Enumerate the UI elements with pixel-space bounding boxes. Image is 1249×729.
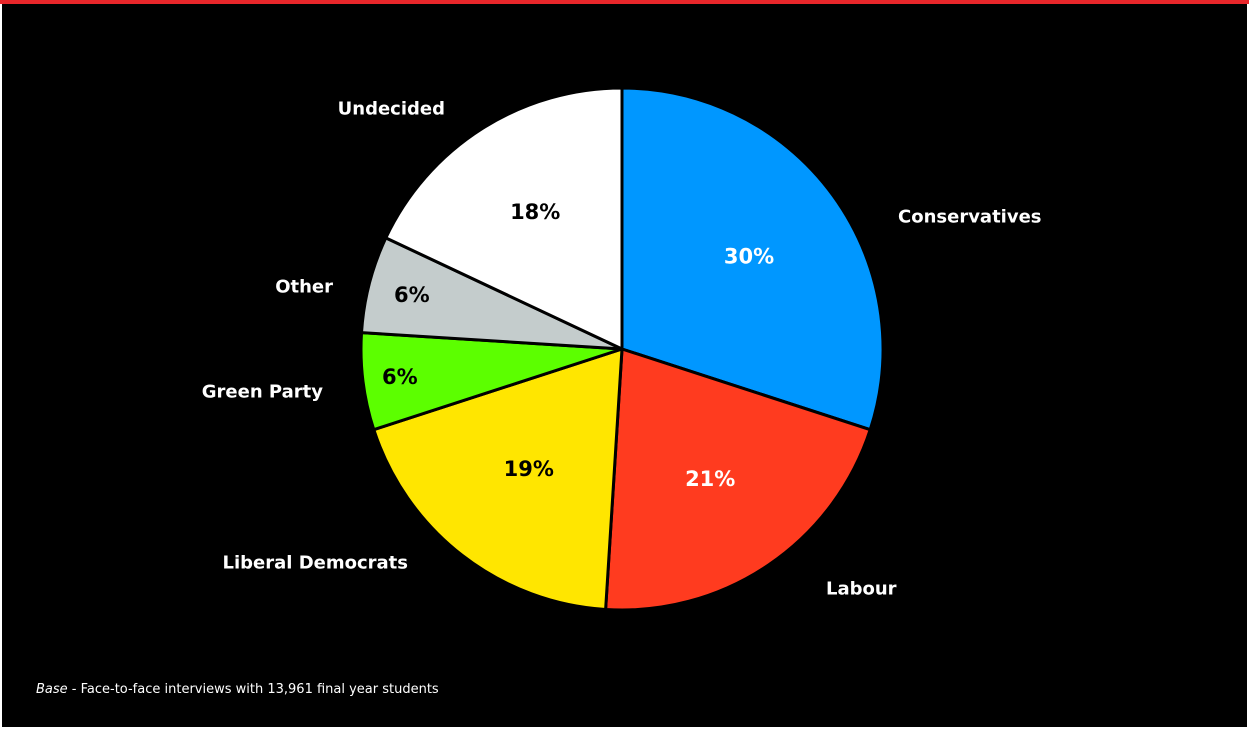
category-labels: Conservatives Labour Liberal Democrats Gree… [202,99,1042,600]
category-label-conservatives: Conservatives [898,207,1042,228]
percent-label-conservatives: 30% [724,245,774,269]
category-label-other: Other [275,277,333,298]
base-footnote-prefix: Base [36,682,68,697]
percent-labels: 30% 21% 19% 6% 6% 18% [382,200,774,491]
pie-slice-conservatives [620,86,885,432]
pie-slice-undecided [384,86,624,351]
category-label-undecided: Undecided [338,99,445,120]
base-footnote-text: - Face-to-face interviews with 13,961 fi… [67,682,439,697]
percent-label-labour: 21% [685,467,735,491]
percent-label-undecided: 18% [510,200,560,224]
category-label-green-party: Green Party [202,382,323,403]
pie-slice-liberal-democrats [372,347,624,611]
pie-slice-labour [604,347,872,612]
base-footnote: Base - Face-to-face interviews with 13,9… [36,682,439,697]
percent-label-other: 6% [394,283,430,307]
percent-label-liberal-democrats: 19% [504,457,554,481]
category-label-liberal-democrats: Liberal Democrats [223,553,408,574]
accent-bar [0,0,1249,4]
category-label-labour: Labour [826,579,897,600]
pie-slices [359,86,885,612]
percent-label-green-party: 6% [382,365,418,389]
